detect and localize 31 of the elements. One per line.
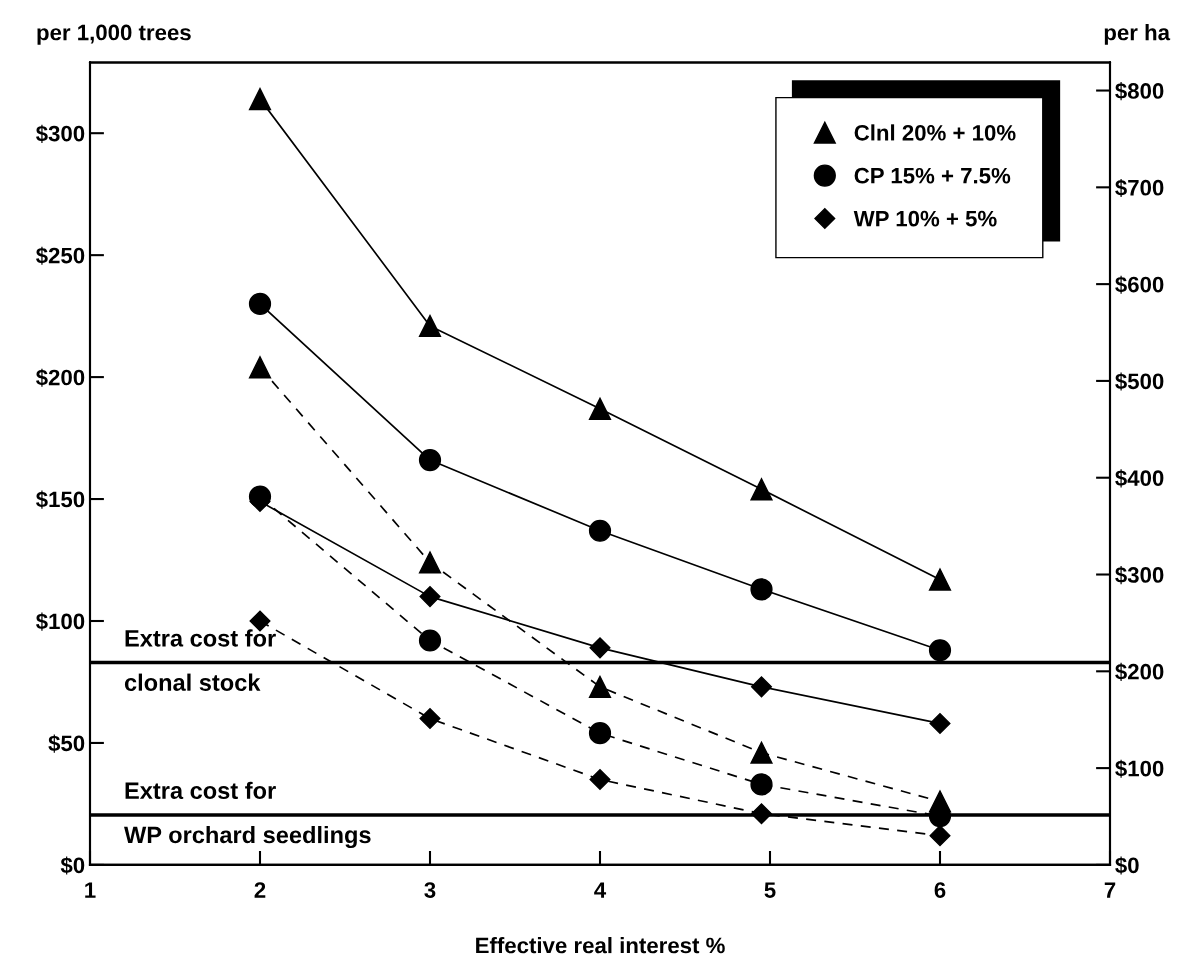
x-axis-title: Effective real interest % bbox=[476, 937, 725, 954]
y2-tick-label: $700 bbox=[1115, 178, 1164, 198]
y2-tick-label: $300 bbox=[1115, 566, 1164, 585]
legend-label: CP 15% + 7.5% bbox=[854, 167, 1011, 184]
y2-tick-label: $400 bbox=[1115, 469, 1164, 488]
x-tick-label: 3 bbox=[424, 882, 436, 898]
y-tick-label: $150 bbox=[36, 490, 85, 509]
ref-line-label: Extra cost for clonal stock bbox=[124, 629, 276, 691]
y2-tick-label: $0 bbox=[1115, 856, 1139, 875]
y2-tick-label: $100 bbox=[1115, 759, 1164, 778]
y2-tick-label: $800 bbox=[1115, 82, 1164, 101]
y-tick-label: $200 bbox=[36, 368, 85, 387]
y-tick-label: $100 bbox=[36, 612, 85, 631]
y-tick-label: $0 bbox=[60, 856, 85, 875]
x-tick-label: 5 bbox=[764, 882, 776, 898]
y-tick-label: $250 bbox=[36, 246, 85, 265]
y-tick-label: $300 bbox=[36, 124, 85, 143]
y-tick-label: $50 bbox=[48, 734, 85, 753]
legend-label: Clnl 20% + 10% bbox=[854, 124, 1016, 141]
y2-axis-title: per ha bbox=[1104, 24, 1171, 45]
x-tick-label: 2 bbox=[254, 882, 266, 898]
ref-line-label: Extra cost for WP orchard seedlings bbox=[124, 781, 371, 849]
y2-tick-label: $200 bbox=[1115, 662, 1164, 682]
legend-label: WP 10% + 5% bbox=[853, 210, 997, 227]
x-tick-label: 4 bbox=[594, 882, 607, 898]
y2-tick-label: $600 bbox=[1115, 275, 1164, 294]
x-tick-label: 7 bbox=[1104, 882, 1116, 898]
x-tick-label: 1 bbox=[85, 882, 96, 898]
y2-tick-label: $500 bbox=[1115, 372, 1164, 391]
x-tick-label: 6 bbox=[934, 882, 946, 898]
y-axis-title: per 1,000 trees bbox=[37, 24, 191, 45]
